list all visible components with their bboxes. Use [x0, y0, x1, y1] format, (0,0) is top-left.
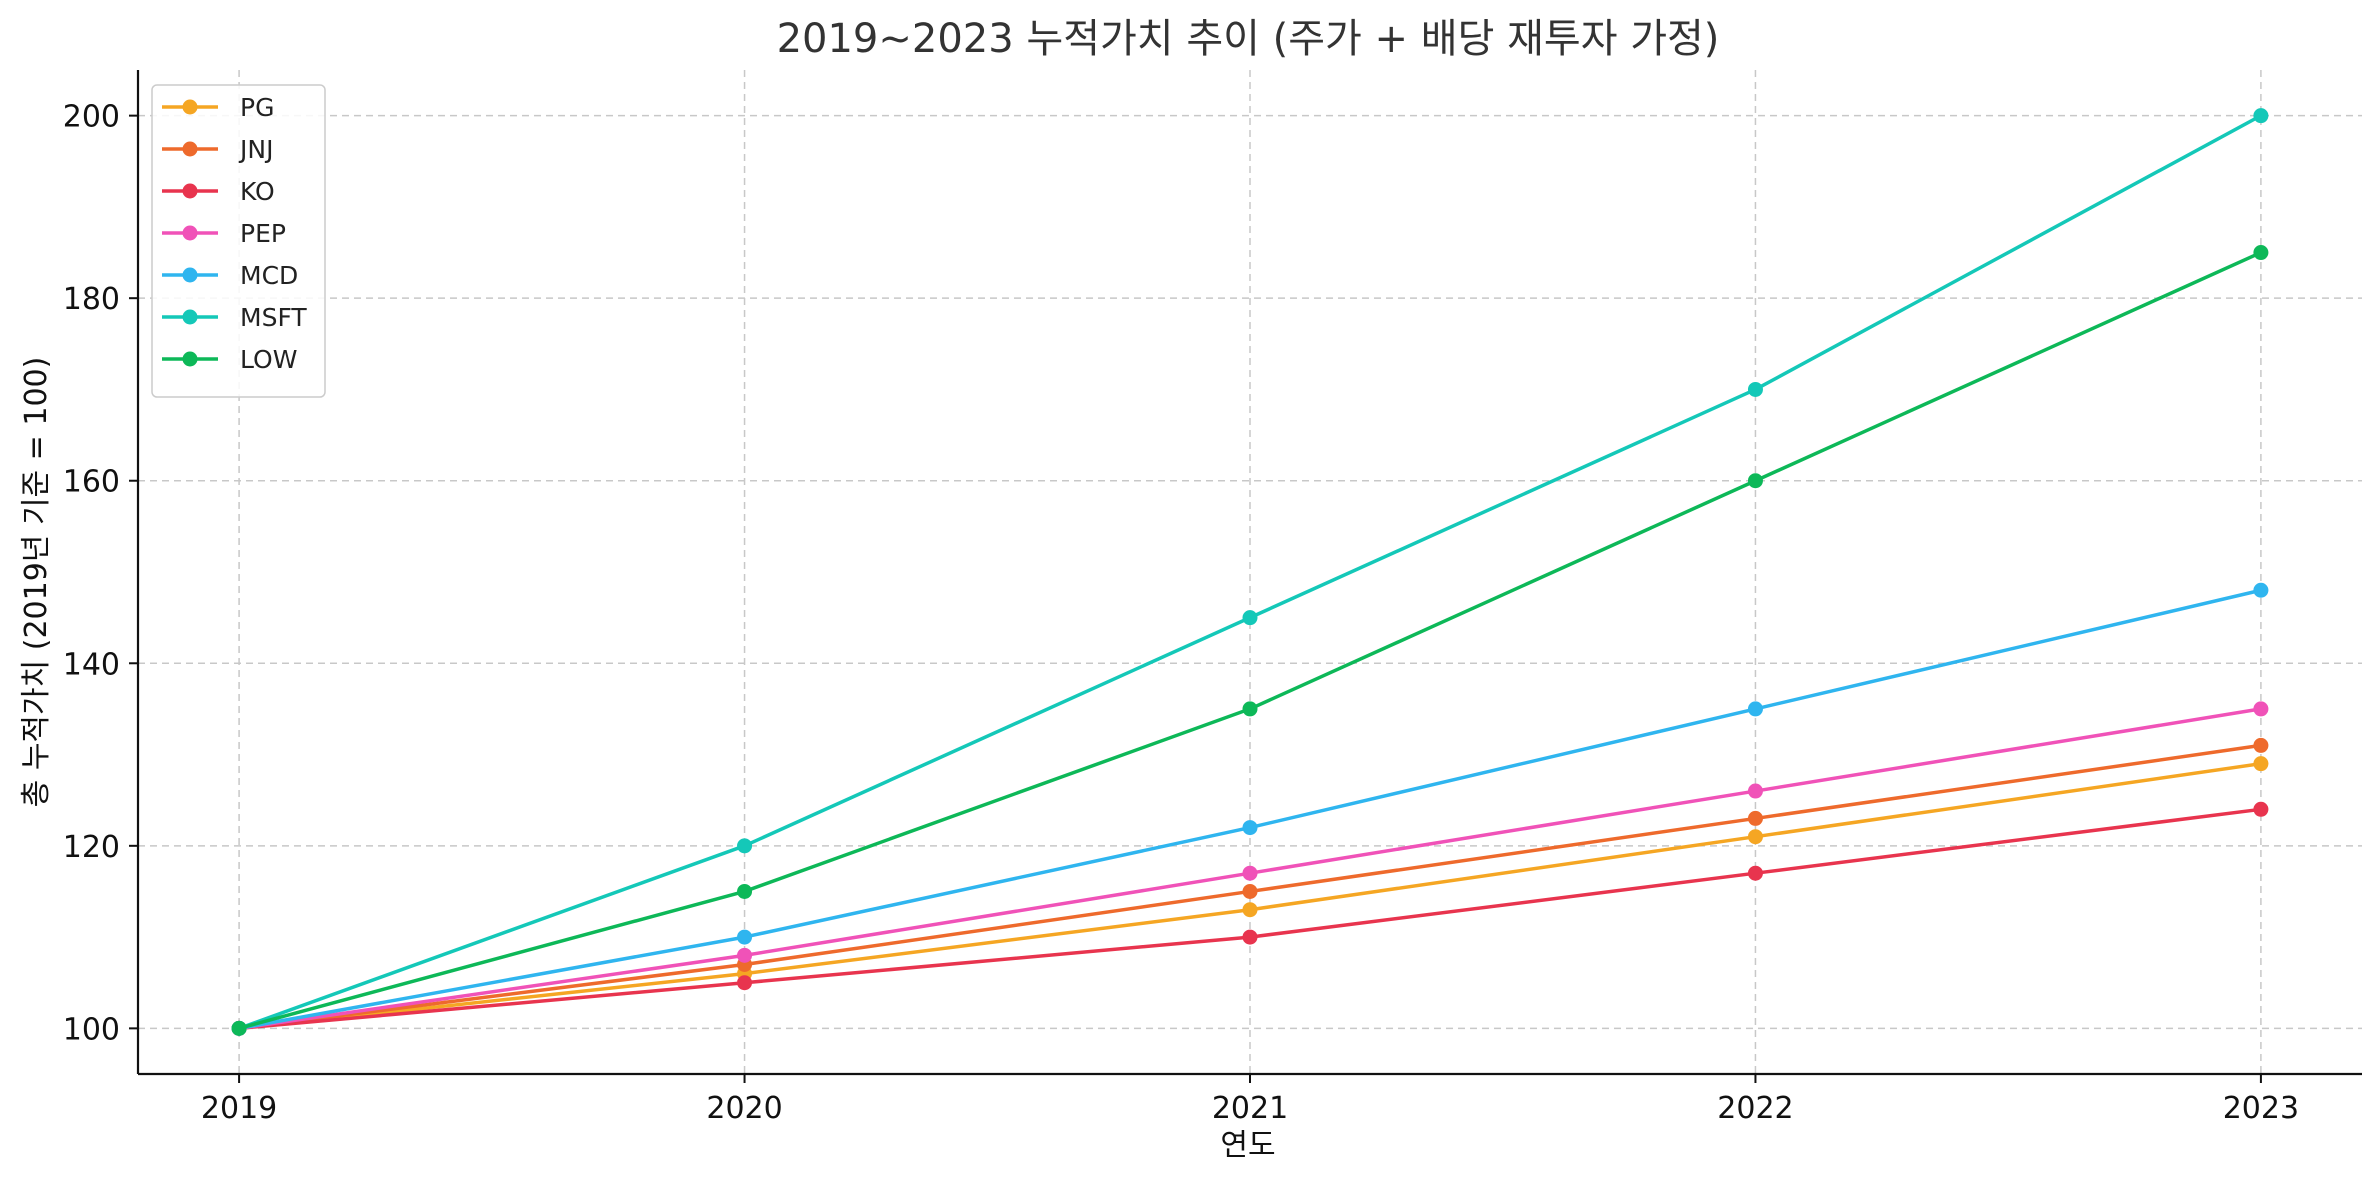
legend-item-jnj: JNJ — [162, 135, 273, 164]
series-low — [231, 245, 2269, 1036]
y-tick-label: 180 — [63, 282, 120, 317]
grid-layer — [138, 70, 2362, 1074]
data-point-low — [1747, 473, 1763, 489]
legend-marker-msft — [182, 309, 198, 325]
data-point-msft — [2253, 108, 2269, 124]
legend-box — [151, 84, 326, 398]
data-point-ko — [1242, 929, 1258, 945]
legend: PG JNJ KO PEP MCD MSFT LOW — [151, 84, 326, 398]
legend-item-pep: PEP — [162, 219, 286, 248]
data-point-low — [1242, 701, 1258, 717]
data-point-mcd — [1747, 701, 1763, 717]
x-tick-label: 2022 — [1717, 1091, 1793, 1126]
data-point-pg — [1242, 902, 1258, 918]
legend-marker-pg — [182, 99, 198, 115]
legend-item-pg: PG — [162, 93, 274, 122]
data-point-msft — [1747, 381, 1763, 397]
data-point-jnj — [1747, 810, 1763, 826]
y-tick-label: 120 — [63, 830, 120, 865]
data-point-ko — [1747, 865, 1763, 881]
y-tick-label: 100 — [63, 1012, 120, 1047]
data-point-ko — [737, 975, 753, 991]
legend-label-ko: KO — [240, 177, 275, 206]
legend-label-msft: MSFT — [240, 303, 307, 332]
data-point-low — [2253, 245, 2269, 261]
legend-marker-mcd — [182, 267, 198, 283]
legend-label-mcd: MCD — [240, 261, 298, 290]
legend-label-pep: PEP — [240, 219, 286, 248]
y-axis-label: 총 누적가치 (2019년 기준 = 100) — [19, 357, 54, 808]
legend-marker-ko — [182, 183, 198, 199]
data-point-pep — [1747, 783, 1763, 799]
data-point-pg — [1747, 829, 1763, 845]
legend-marker-low — [182, 351, 198, 367]
data-point-pg — [2253, 756, 2269, 772]
data-point-msft — [1242, 610, 1258, 626]
x-axis-label: 연도 — [1220, 1128, 1275, 1163]
data-point-msft — [737, 838, 753, 854]
data-point-jnj — [2253, 737, 2269, 753]
x-tick-label: 2019 — [201, 1091, 277, 1126]
data-point-low — [737, 883, 753, 899]
legend-label-low: LOW — [240, 345, 297, 374]
data-point-ko — [2253, 801, 2269, 817]
data-point-pep — [1242, 865, 1258, 881]
chart-title: 2019~2023 누적가치 추이 (주가 + 배당 재투자 가정) — [777, 16, 1720, 62]
data-point-jnj — [1242, 883, 1258, 899]
legend-marker-pep — [182, 225, 198, 241]
legend-item-ko: KO — [162, 177, 275, 206]
data-point-mcd — [1242, 820, 1258, 836]
data-point-mcd — [737, 929, 753, 945]
legend-label-jnj: JNJ — [238, 135, 273, 164]
y-tick-label: 200 — [63, 100, 120, 135]
axes-layer: 2019 2020 2021 2022 2023 100 120 140 160 180 200 — [63, 70, 2362, 1126]
legend-item-msft: MSFT — [162, 303, 307, 332]
x-tick-label: 2021 — [1212, 1091, 1288, 1126]
data-point-pep — [737, 947, 753, 963]
legend-marker-jnj — [182, 141, 198, 157]
data-point-low — [231, 1020, 247, 1036]
legend-item-low: LOW — [162, 345, 297, 374]
data-point-mcd — [2253, 582, 2269, 598]
legend-item-mcd: MCD — [162, 261, 298, 290]
series-pep — [231, 701, 2269, 1036]
y-tick-label: 160 — [63, 465, 120, 500]
x-tick-label: 2023 — [2223, 1091, 2299, 1126]
data-point-pep — [2253, 701, 2269, 717]
y-tick-label: 140 — [63, 647, 120, 682]
legend-label-pg: PG — [240, 93, 274, 122]
x-tick-label: 2020 — [706, 1091, 782, 1126]
series-layer — [231, 108, 2269, 1036]
